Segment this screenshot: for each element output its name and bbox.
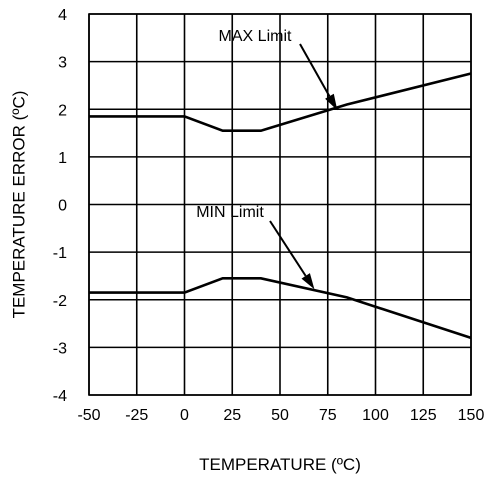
x-tick-label: -50 (77, 407, 100, 424)
y-tick-label: 0 (58, 198, 67, 215)
series-lines (89, 72, 472, 340)
x-tick-label: 75 (319, 407, 337, 424)
y-tick-label: 2 (58, 102, 67, 119)
series-line-max-limit (89, 72, 472, 132)
plot-frame (88, 13, 472, 396)
x-tick-label: 50 (271, 407, 289, 424)
annotation-label: MIN Limit (196, 204, 264, 221)
tick-labels: -50 -25 0 25 50 75 100 125 150 -4 -3 -2 -1 0 1 2 3 4 (53, 7, 485, 424)
x-axis-title: TEMPERATURE (ºC) (199, 455, 361, 474)
annotation-arrow (299, 43, 331, 97)
annotations: MAX Limit MIN Limit (196, 28, 338, 290)
x-tick-label: 25 (223, 407, 241, 424)
annotation-arrowhead (325, 93, 338, 111)
x-tick-label: 150 (458, 407, 485, 424)
x-tick-label: 100 (362, 407, 389, 424)
y-tick-label: -3 (53, 340, 67, 357)
series-line-min-limit (89, 276, 472, 340)
annotation-arrow (269, 220, 307, 277)
y-tick-label: 1 (58, 150, 67, 167)
x-tick-label: 125 (410, 407, 437, 424)
y-tick-label: -2 (53, 293, 67, 310)
y-tick-label: 3 (58, 55, 67, 72)
y-tick-label: -1 (53, 245, 67, 262)
y-tick-label: 4 (58, 7, 67, 24)
x-tick-label: 0 (180, 407, 189, 424)
x-tick-label: -25 (125, 407, 148, 424)
y-axis-title: TEMPERATURE ERROR (ºC) (9, 91, 28, 319)
y-tick-label: -4 (53, 388, 67, 405)
annotation-arrowhead (301, 273, 315, 290)
annotation-label: MAX Limit (219, 28, 292, 45)
grid (88, 13, 472, 396)
